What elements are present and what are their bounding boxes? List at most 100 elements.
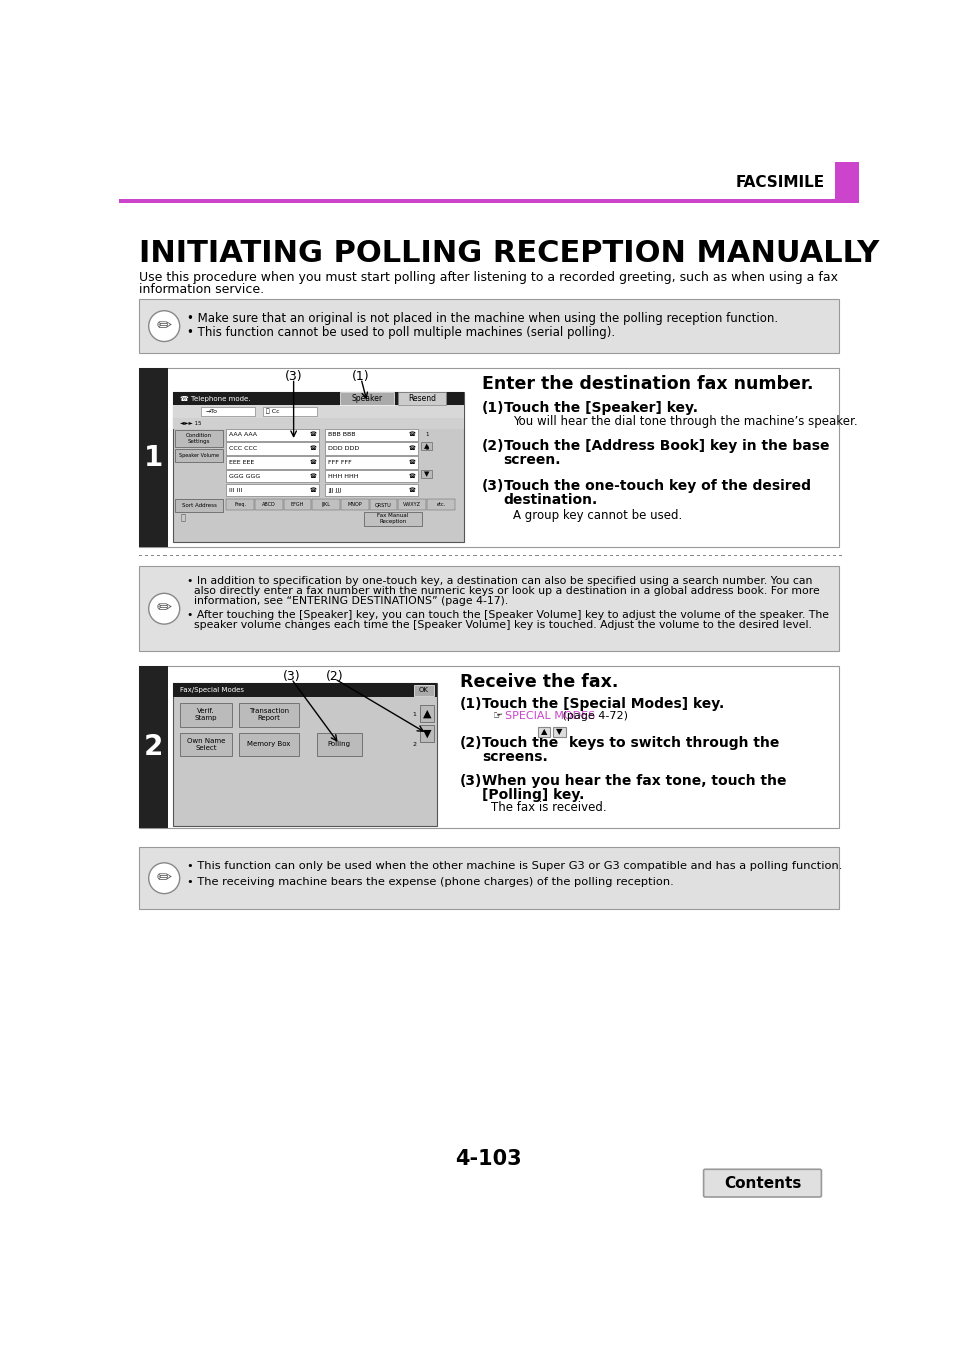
- Text: (3): (3): [459, 774, 482, 788]
- Text: ☎: ☎: [408, 432, 416, 438]
- Text: Touch the: Touch the: [481, 736, 558, 750]
- Text: ✏: ✏: [156, 869, 172, 888]
- Text: INITIATING POLLING RECEPTION MANUALLY: INITIATING POLLING RECEPTION MANUALLY: [138, 239, 878, 267]
- Bar: [340, 500, 369, 511]
- Bar: [397, 392, 446, 405]
- Text: Memory Box: Memory Box: [247, 742, 291, 747]
- Text: Own Name
Select: Own Name Select: [187, 738, 225, 751]
- Text: EEE EEE: EEE EEE: [229, 459, 254, 465]
- Bar: [138, 369, 168, 547]
- Bar: [414, 685, 434, 697]
- Text: Verif.
Stamp: Verif. Stamp: [194, 708, 217, 721]
- Bar: [369, 500, 397, 511]
- Text: ✏: ✏: [156, 317, 172, 335]
- Text: 2: 2: [412, 742, 416, 747]
- Text: ▲: ▲: [422, 708, 431, 719]
- Text: screens.: screens.: [481, 750, 547, 763]
- Circle shape: [149, 593, 179, 624]
- Text: ◄►► 15: ◄►► 15: [179, 420, 201, 426]
- Text: ABCD: ABCD: [262, 503, 275, 507]
- Bar: [340, 392, 394, 405]
- Text: A group key cannot be used.: A group key cannot be used.: [513, 508, 681, 521]
- Text: HHH HHH: HHH HHH: [328, 474, 358, 478]
- Text: 1: 1: [144, 443, 163, 471]
- Text: Condition
Settings: Condition Settings: [186, 434, 212, 444]
- Text: 4-103: 4-103: [456, 1150, 521, 1169]
- Text: (3): (3): [285, 370, 302, 384]
- Bar: [537, 727, 550, 738]
- Text: Speaker Volume: Speaker Volume: [179, 453, 219, 458]
- Text: (1): (1): [352, 370, 370, 384]
- Text: ☎: ☎: [309, 459, 316, 465]
- Bar: [312, 500, 340, 511]
- Text: 📱: 📱: [180, 513, 185, 523]
- Bar: [173, 684, 436, 697]
- Text: screen.: screen.: [503, 453, 560, 467]
- Text: also directly enter a fax number with the numeric keys or look up a destination : also directly enter a fax number with th…: [193, 586, 819, 596]
- Text: • This function can only be used when the other machine is Super G3 or G3 compat: • This function can only be used when th…: [187, 862, 841, 871]
- Text: FFF FFF: FFF FFF: [328, 459, 352, 465]
- Text: ▲: ▲: [540, 727, 547, 736]
- Text: etc.: etc.: [436, 503, 445, 507]
- Bar: [173, 405, 464, 417]
- Text: AAA AAA: AAA AAA: [229, 432, 257, 438]
- Text: (3): (3): [282, 670, 300, 684]
- Bar: [173, 392, 464, 542]
- Text: Transaction
Report: Transaction Report: [249, 708, 289, 721]
- Bar: [226, 442, 319, 455]
- Text: Fax/Special Modes: Fax/Special Modes: [179, 688, 243, 693]
- Text: ▼: ▼: [556, 727, 562, 736]
- Text: Touch the one-touch key of the desired: Touch the one-touch key of the desired: [503, 480, 810, 493]
- Text: • Make sure that an original is not placed in the machine when using the polling: • Make sure that an original is not plac…: [187, 312, 778, 326]
- Text: Freq.: Freq.: [233, 503, 246, 507]
- Text: (1): (1): [481, 401, 504, 415]
- Text: ☎: ☎: [408, 459, 416, 465]
- Bar: [200, 407, 254, 416]
- Text: Touch the [Address Book] key in the base: Touch the [Address Book] key in the base: [503, 439, 828, 454]
- Text: ▲: ▲: [424, 443, 429, 450]
- Bar: [138, 369, 839, 547]
- Bar: [254, 500, 282, 511]
- Bar: [238, 704, 298, 727]
- Text: Speaker: Speaker: [352, 394, 382, 403]
- Bar: [364, 512, 422, 526]
- Text: (2): (2): [326, 670, 343, 684]
- Text: (2): (2): [481, 439, 504, 454]
- Text: CCC CCC: CCC CCC: [229, 446, 257, 451]
- Bar: [179, 732, 233, 755]
- Text: →To: →To: [206, 409, 218, 415]
- Text: The fax is received.: The fax is received.: [491, 801, 606, 815]
- Text: MNOP: MNOP: [347, 503, 362, 507]
- Text: 2: 2: [144, 734, 163, 762]
- Bar: [174, 449, 223, 462]
- Bar: [325, 457, 418, 469]
- Bar: [419, 725, 434, 742]
- Text: GGG GGG: GGG GGG: [229, 474, 260, 478]
- Bar: [138, 666, 839, 828]
- Text: (1): (1): [459, 697, 482, 711]
- Text: OK: OK: [418, 688, 428, 693]
- Text: Sort Address: Sort Address: [181, 503, 216, 508]
- Text: (2): (2): [459, 736, 482, 750]
- Text: Polling: Polling: [328, 742, 351, 747]
- Text: information service.: information service.: [138, 282, 263, 296]
- Bar: [419, 705, 434, 721]
- Text: [Polling] key.: [Polling] key.: [481, 788, 583, 802]
- Text: EFGH: EFGH: [291, 503, 304, 507]
- Bar: [262, 407, 316, 416]
- Text: Fax Manual
Reception: Fax Manual Reception: [376, 513, 408, 524]
- Bar: [226, 457, 319, 469]
- Text: • In addition to specification by one-touch key, a destination can also be speci: • In addition to specification by one-to…: [187, 577, 812, 586]
- Text: IJKL: IJKL: [321, 503, 331, 507]
- Text: Contents: Contents: [723, 1175, 801, 1190]
- Bar: [427, 500, 455, 511]
- Bar: [835, 162, 858, 203]
- Text: ☎: ☎: [408, 446, 416, 451]
- Circle shape: [149, 311, 179, 342]
- Bar: [138, 299, 839, 353]
- Bar: [316, 732, 361, 755]
- Bar: [238, 732, 298, 755]
- Text: ☎: ☎: [309, 432, 316, 438]
- Bar: [119, 199, 858, 203]
- Bar: [325, 470, 418, 482]
